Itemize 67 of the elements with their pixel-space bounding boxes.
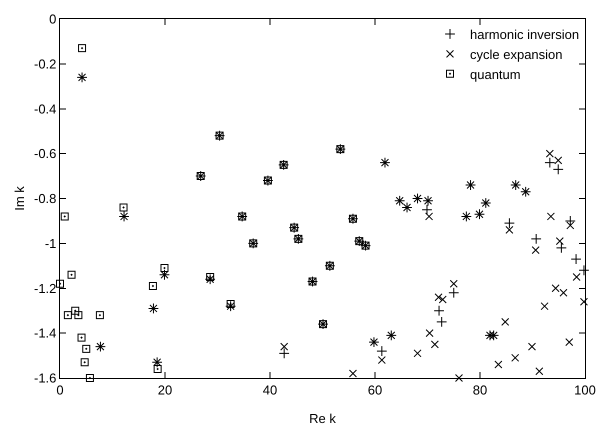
y-tick-label: -1.2 — [34, 280, 56, 296]
point — [386, 330, 397, 341]
legend-label: harmonic inversion — [470, 27, 580, 42]
y-axis-title: Im k — [12, 186, 27, 211]
point — [480, 198, 492, 208]
point — [484, 330, 496, 341]
x-tick-label: 40 — [262, 382, 278, 398]
point — [556, 242, 567, 254]
point — [60, 212, 69, 220]
point — [96, 311, 104, 320]
point — [120, 203, 128, 212]
point — [564, 216, 576, 226]
y-tick-label: -1 — [44, 236, 56, 251]
point — [570, 254, 582, 264]
point — [160, 264, 168, 272]
point — [118, 211, 130, 222]
point — [71, 306, 80, 315]
point — [376, 346, 388, 356]
point — [80, 358, 89, 366]
point — [448, 287, 460, 298]
point — [436, 316, 448, 328]
point — [74, 311, 82, 320]
point — [226, 300, 235, 308]
point — [64, 311, 72, 320]
point — [154, 365, 162, 374]
point — [504, 218, 515, 229]
point — [82, 344, 90, 353]
x-tick-label: 20 — [158, 382, 172, 398]
point — [488, 330, 500, 341]
x-axis-title: Re k — [309, 411, 336, 426]
y-tick-label: -0.8 — [34, 191, 56, 206]
point — [278, 348, 290, 359]
y-tick-label: -0.4 — [34, 101, 56, 116]
point — [148, 303, 159, 314]
point — [380, 157, 390, 168]
point — [148, 282, 157, 290]
point — [510, 180, 522, 190]
point — [78, 44, 86, 52]
point — [434, 305, 444, 316]
point — [402, 202, 412, 213]
point — [578, 264, 590, 276]
point — [552, 164, 564, 175]
point — [225, 300, 236, 312]
x-tick-label: 100 — [574, 382, 596, 398]
point — [56, 280, 64, 288]
point — [206, 273, 214, 282]
y-tick-label: -0.2 — [34, 56, 56, 72]
point — [95, 341, 106, 352]
legend-label: quantum — [470, 66, 521, 82]
y-tick-label: -0.6 — [34, 146, 56, 162]
point — [530, 233, 542, 244]
point — [460, 211, 472, 222]
x-tick-label: 60 — [368, 382, 382, 398]
point — [520, 186, 532, 198]
point — [204, 274, 216, 285]
point — [544, 157, 556, 168]
legend-label: cycle expansion — [470, 46, 562, 62]
y-tick-label: 0 — [49, 12, 56, 27]
y-tick-label: -1.6 — [34, 370, 56, 386]
x-tick-label: 80 — [472, 382, 488, 398]
point — [86, 374, 94, 382]
point — [368, 336, 380, 348]
y-tick-label: -1.4 — [34, 326, 56, 341]
point — [68, 270, 76, 279]
point — [422, 204, 432, 216]
point — [474, 208, 485, 220]
point — [78, 334, 86, 342]
